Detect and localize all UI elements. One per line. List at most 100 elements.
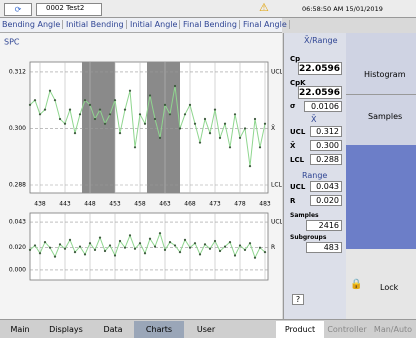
data-point: [168, 240, 172, 244]
data-point: [128, 89, 132, 92]
data-point: [248, 242, 252, 245]
xbar-title: X̄: [311, 115, 317, 124]
help-button[interactable]: ?: [292, 294, 304, 305]
data-point: [218, 136, 222, 139]
data-point: [113, 99, 117, 102]
data-point: [58, 243, 62, 246]
plot-area: [29, 212, 269, 281]
limit-label: X̄: [271, 125, 275, 132]
stat-value: 0.288: [310, 154, 342, 165]
data-point: [203, 243, 207, 246]
data-point: [158, 136, 162, 139]
nav-tab[interactable]: Controller: [327, 325, 367, 334]
tab[interactable]: Initial Bending: [64, 20, 127, 29]
spc-charts: SPC 438 443 448 453 458 463 468 473 478 483 0.312 0.…: [4, 38, 282, 281]
tab[interactable]: Final Angle: [241, 20, 290, 29]
data-point: [193, 242, 197, 245]
nav-tab[interactable]: User: [196, 325, 216, 334]
data-point: [103, 122, 107, 125]
chart-title: SPC: [4, 38, 20, 47]
tab[interactable]: Initial Angle: [128, 20, 181, 29]
nav-tab[interactable]: Data: [103, 325, 123, 334]
data-point: [213, 108, 217, 111]
limit-label: UCL: [271, 68, 282, 75]
data-point: [118, 239, 122, 243]
y-tick-label: 0.288: [9, 181, 26, 188]
data-point: [138, 242, 142, 245]
subgroups-label: Subgroups: [290, 234, 327, 241]
data-point: [228, 240, 232, 244]
data-point: [153, 117, 157, 121]
data-point: [43, 240, 47, 244]
data-point: [208, 132, 212, 135]
data-point: [118, 132, 122, 135]
data-point: [188, 246, 192, 249]
data-point: [28, 103, 32, 106]
nav-tab[interactable]: Displays: [49, 325, 83, 334]
warning-icon[interactable]: ⚠: [259, 1, 269, 14]
data-point: [153, 245, 157, 248]
data-point: [48, 89, 52, 92]
sigma-label: σ: [290, 102, 296, 110]
data-point: [28, 248, 32, 252]
data-point: [213, 239, 217, 243]
refresh-button[interactable]: ⟳: [4, 3, 32, 16]
data-point: [38, 113, 42, 116]
data-point: [263, 251, 267, 254]
data-point: [108, 244, 112, 247]
data-point: [173, 244, 177, 247]
data-point: [163, 103, 167, 106]
data-point: [98, 236, 102, 239]
machine-box[interactable]: [36, 3, 102, 16]
y-tick-label: 0.043: [9, 219, 26, 226]
nav-tab[interactable]: Man/Auto: [373, 325, 413, 334]
nav-tab[interactable]: Product: [276, 321, 324, 338]
range-title: Range: [302, 171, 328, 180]
series-line: [29, 85, 266, 167]
top-bar: [0, 0, 416, 18]
clock: 06:58:50 AM 15/01/2019: [302, 5, 383, 13]
tab[interactable]: Final Bending: [181, 20, 240, 29]
cp-value: 22.0596: [298, 62, 342, 75]
stats-title: X̄/Range: [304, 36, 338, 45]
nav-tab[interactable]: Main: [10, 325, 30, 334]
data-point: [198, 253, 202, 256]
data-point: [93, 248, 97, 252]
data-point: [178, 127, 182, 130]
data-point: [73, 132, 77, 135]
cpk-value: 22.0596: [298, 86, 342, 99]
lock-icon[interactable]: 🔒: [350, 279, 363, 290]
histogram-button[interactable]: Histogram: [364, 70, 406, 79]
samples-button[interactable]: Samples: [368, 112, 403, 121]
lock-label[interactable]: Lock: [380, 283, 399, 292]
cpk-label: CpK: [290, 79, 306, 87]
data-point: [208, 247, 212, 250]
data-point: [58, 117, 62, 121]
tab[interactable]: Bending Angle: [0, 20, 64, 29]
x-tick-label: 448: [84, 201, 96, 208]
data-point: [88, 242, 92, 245]
data-point: [238, 244, 242, 247]
samples-label: Samples: [290, 212, 319, 219]
data-point: [48, 246, 52, 249]
stat-label: UCL: [290, 128, 306, 136]
y-tick-label: 0.000: [9, 266, 26, 273]
data-point: [198, 141, 202, 144]
stat-label: LCL: [290, 156, 305, 164]
data-point: [63, 122, 67, 125]
data-point: [143, 122, 147, 125]
data-point: [53, 99, 57, 102]
data-point: [183, 238, 187, 241]
cp-label: Cp: [290, 55, 301, 63]
stat-value: 0.043: [310, 181, 342, 192]
data-point: [113, 254, 117, 257]
data-point: [228, 146, 232, 149]
data-point: [88, 103, 92, 106]
nav-tab[interactable]: Charts: [134, 321, 184, 338]
data-point: [158, 232, 162, 235]
data-point: [53, 255, 57, 258]
data-point: [123, 108, 127, 111]
data-point: [83, 253, 87, 256]
data-point: [173, 84, 177, 88]
